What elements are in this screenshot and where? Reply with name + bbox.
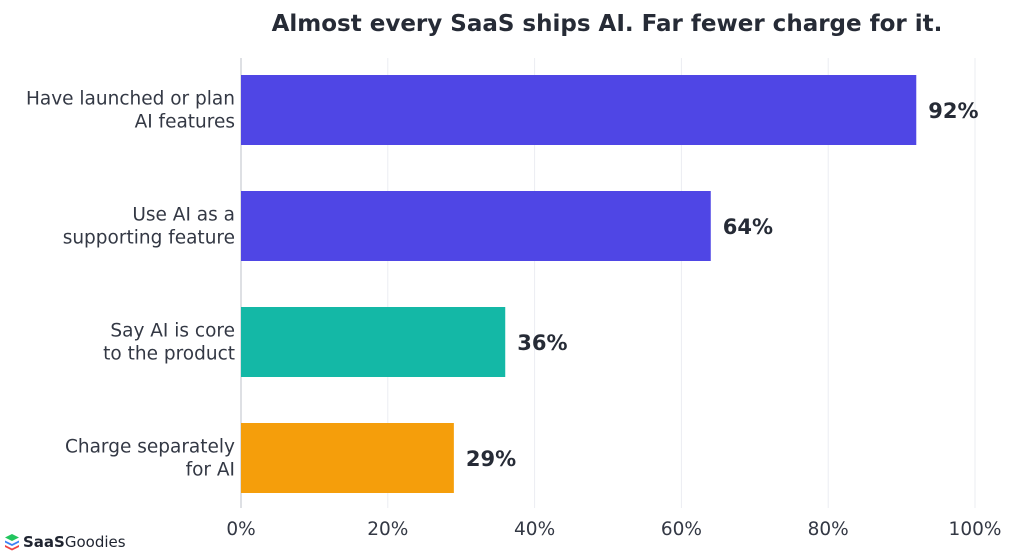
category-label: Have launched or plan [26,89,235,110]
x-tick-label: 60% [661,519,702,540]
bars [241,75,917,493]
bar [241,191,711,261]
brand-name-prefix: SaaS [23,533,65,551]
x-tick-label: 0% [226,519,255,540]
bar [241,307,506,377]
value-label: 92% [928,99,978,123]
bar [241,423,454,493]
stacked-layers-logo-icon [5,534,19,551]
category-label: supporting feature [63,228,235,249]
category-label: AI features [135,112,235,133]
x-tick-label: 20% [367,519,408,540]
category-label: for AI [186,460,235,481]
brand-logo: SaaSGoodies [4,533,126,551]
x-tick-label: 40% [514,519,555,540]
chart-title: Almost every SaaS ships AI. Far fewer ch… [272,11,943,37]
value-label: 36% [517,331,567,355]
category-label: Say AI is core [110,321,235,342]
x-axis-ticks: 0% 20% 40% 60% 80% 100% [226,519,1001,540]
bar [241,75,917,145]
x-tick-label: 80% [808,519,849,540]
value-label: 64% [723,215,773,239]
value-labels: 92% 64% 36% 29% [466,99,979,471]
category-label: Use AI as a [132,205,235,226]
category-label: to the product [103,344,235,365]
value-label: 29% [466,447,516,471]
x-tick-label: 100% [949,519,1002,540]
category-label: Charge separately [65,437,235,458]
brand-name-suffix: Goodies [64,533,126,551]
